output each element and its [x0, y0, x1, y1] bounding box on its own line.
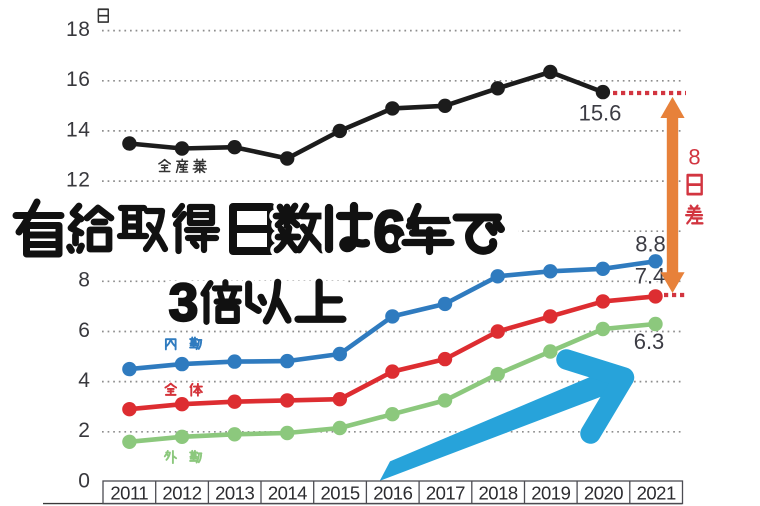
- svg-text:8: 8: [78, 269, 90, 292]
- svg-text:2014: 2014: [268, 483, 307, 504]
- svg-text:2016: 2016: [373, 483, 412, 504]
- svg-text:0: 0: [78, 469, 90, 492]
- svg-text:14: 14: [66, 118, 91, 141]
- svg-text:12: 12: [66, 169, 91, 192]
- svg-text:2011: 2011: [110, 483, 148, 504]
- svg-text:8: 8: [688, 145, 700, 170]
- svg-text:6: 6: [373, 200, 405, 265]
- svg-text:2012: 2012: [162, 483, 201, 504]
- svg-text:4: 4: [78, 369, 90, 392]
- svg-text:6: 6: [78, 319, 90, 342]
- svg-text:8.8: 8.8: [635, 232, 666, 257]
- svg-text:2015: 2015: [321, 483, 360, 504]
- svg-text:7.4: 7.4: [635, 264, 666, 289]
- svg-text:2021: 2021: [637, 483, 676, 504]
- svg-text:2020: 2020: [584, 483, 623, 504]
- svg-text:3: 3: [169, 274, 198, 333]
- svg-text:6: 6: [373, 200, 405, 265]
- svg-text:2013: 2013: [215, 483, 254, 504]
- svg-text:2019: 2019: [531, 483, 570, 504]
- svg-text:2018: 2018: [479, 483, 518, 504]
- svg-text:3: 3: [169, 274, 198, 333]
- svg-text:15.6: 15.6: [579, 101, 622, 126]
- svg-text:2017: 2017: [426, 483, 465, 504]
- svg-text:18: 18: [66, 18, 91, 41]
- svg-text:6.3: 6.3: [634, 329, 665, 354]
- svg-text:16: 16: [66, 68, 91, 91]
- svg-text:2: 2: [78, 419, 90, 442]
